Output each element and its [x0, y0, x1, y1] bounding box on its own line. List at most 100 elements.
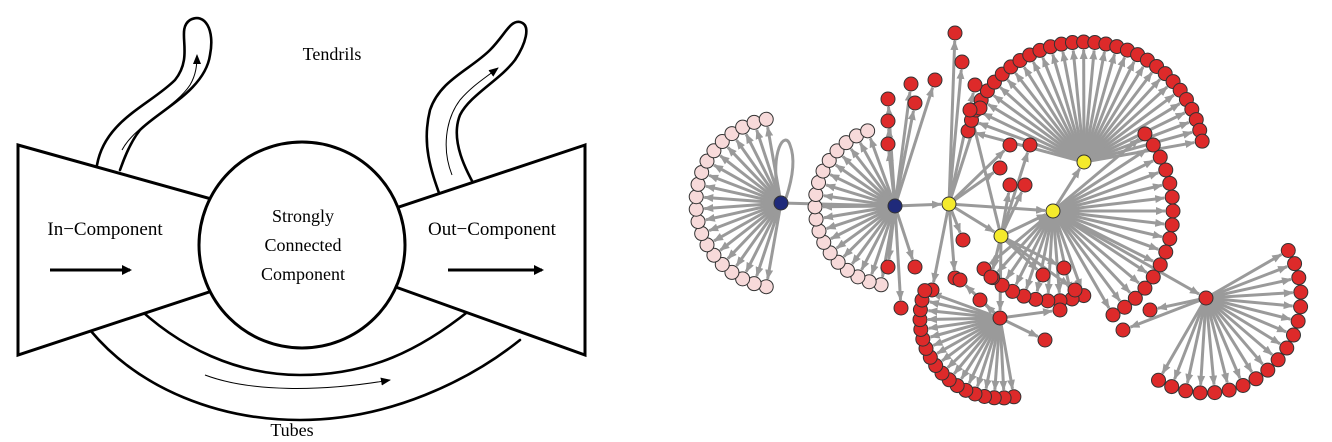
network-edge — [893, 205, 914, 261]
network-edge — [829, 204, 896, 241]
network-edge — [1014, 210, 1055, 286]
out-node — [1142, 302, 1158, 318]
network-edge — [1022, 66, 1086, 163]
in-leaf-node — [860, 123, 876, 139]
out-node — [1117, 299, 1133, 315]
network-edge — [893, 109, 916, 207]
network-edge — [893, 205, 904, 302]
network-edge — [719, 201, 782, 252]
network-nodes — [688, 25, 1309, 406]
network-edge — [1052, 159, 1154, 213]
out-node — [1105, 307, 1121, 323]
network-edge — [1006, 78, 1086, 164]
out-node — [1248, 371, 1264, 387]
in-leaf-node — [724, 264, 740, 280]
network-edge — [726, 146, 783, 205]
network-edge — [1051, 167, 1081, 212]
network-edge — [1083, 111, 1186, 164]
network-edge — [744, 202, 783, 273]
out-node — [1280, 243, 1296, 258]
network-edge — [1083, 102, 1181, 164]
out-node — [1164, 217, 1180, 233]
network-edge — [708, 173, 782, 205]
out-node — [880, 259, 896, 275]
out-node — [1192, 385, 1208, 401]
scc-hub-node — [1045, 203, 1061, 219]
network-edge — [1000, 234, 1070, 287]
in-hub-node — [773, 195, 789, 211]
out-node — [907, 95, 923, 111]
out-node — [1270, 352, 1286, 368]
network-edge — [1204, 297, 1229, 384]
network-edge — [1205, 289, 1294, 300]
network-edge — [868, 137, 897, 207]
right-tendril — [425, 20, 528, 212]
network-edge — [1161, 297, 1208, 375]
in-leaf-node — [758, 111, 774, 127]
tubes-inner — [128, 298, 472, 377]
network-edge — [860, 205, 897, 271]
out-node — [954, 54, 970, 70]
scc-hub-node — [941, 196, 957, 212]
tubes-outer — [88, 328, 522, 422]
network-edge — [704, 201, 782, 222]
in-leaf-node — [706, 143, 722, 159]
network-edge — [822, 204, 896, 221]
network-edge — [1000, 234, 1058, 266]
network-edge — [1052, 209, 1140, 285]
network-edge — [1082, 60, 1136, 163]
out-component-label: Out−Component — [428, 219, 557, 240]
network-edge — [1204, 297, 1218, 386]
network-edge — [1205, 296, 1281, 346]
network-edge — [1052, 171, 1160, 213]
network-edge — [1070, 49, 1086, 163]
out-node — [1115, 322, 1131, 338]
out-node — [1145, 137, 1161, 153]
out-node — [1165, 203, 1181, 219]
network-edge — [947, 68, 965, 205]
network-edge — [1051, 210, 1083, 289]
out-node — [1037, 332, 1053, 348]
out-hub-node — [1198, 290, 1214, 306]
out-node — [1052, 302, 1068, 318]
out-node — [1260, 362, 1276, 378]
network-edge — [850, 205, 897, 265]
network-edge — [1052, 209, 1160, 251]
network-edges — [703, 39, 1294, 391]
network-edge — [1205, 277, 1292, 300]
out-node — [1287, 256, 1303, 272]
in-component-shape — [16, 143, 217, 358]
network-edge — [893, 86, 935, 207]
network-edge — [1051, 53, 1086, 163]
network-edge — [947, 39, 959, 205]
in-leaf-node — [714, 134, 730, 150]
network-edge — [834, 163, 896, 208]
network-edge — [703, 194, 782, 205]
out-node — [1221, 382, 1237, 398]
network-edge — [947, 149, 1006, 206]
out-node — [1145, 269, 1161, 285]
out-node — [907, 259, 923, 275]
out-node — [1293, 299, 1309, 315]
out-node — [983, 269, 999, 285]
network-edge — [858, 142, 897, 207]
network-edge — [982, 112, 1085, 164]
network-edge — [719, 154, 782, 205]
out-node — [1035, 267, 1051, 283]
network-edge — [1082, 49, 1098, 163]
scc-label-line3: Component — [261, 264, 345, 284]
out-node — [1002, 177, 1018, 193]
scc-label-line2: Connected — [265, 235, 342, 255]
out-node — [972, 292, 988, 308]
right-tendril-arrow — [445, 67, 499, 176]
out-node — [1152, 257, 1168, 273]
self-loop-edge — [774, 138, 795, 199]
scc-circle — [197, 140, 407, 350]
out-node — [947, 25, 963, 41]
network-edge — [1204, 297, 1242, 380]
network-edge — [1197, 297, 1208, 386]
network-edge — [1082, 66, 1145, 163]
in-component-label: In−Component — [47, 219, 163, 240]
out-node — [880, 136, 896, 152]
